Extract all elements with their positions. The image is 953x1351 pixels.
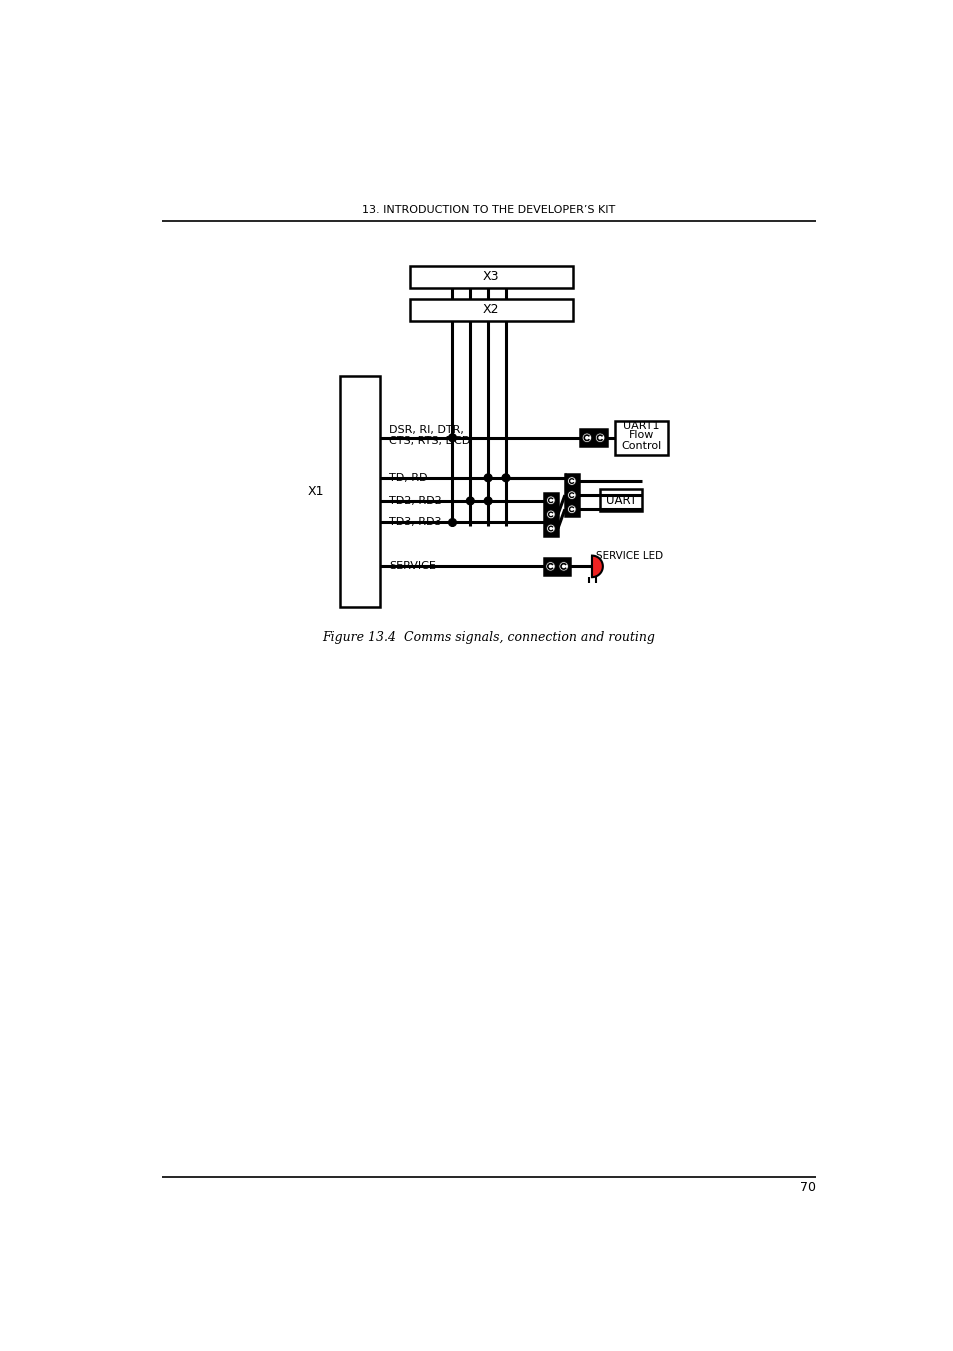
Circle shape	[559, 563, 567, 570]
Text: Flow: Flow	[628, 431, 654, 440]
Bar	[410, 299, 572, 320]
Circle shape	[501, 474, 509, 482]
Text: SERVICE: SERVICE	[389, 562, 436, 571]
Circle shape	[448, 519, 456, 527]
Circle shape	[547, 526, 554, 531]
Circle shape	[547, 497, 554, 504]
Text: TD2, RD2: TD2, RD2	[389, 496, 441, 505]
Circle shape	[583, 434, 590, 442]
Bar	[615, 422, 667, 455]
Bar	[340, 376, 380, 607]
Bar	[564, 474, 578, 516]
Text: Control: Control	[620, 442, 661, 451]
Circle shape	[547, 511, 554, 517]
Bar	[599, 489, 641, 511]
Text: TD3, RD3: TD3, RD3	[389, 517, 441, 527]
Text: Figure 13.4  Comms signals, connection and routing: Figure 13.4 Comms signals, connection an…	[322, 631, 655, 644]
Circle shape	[567, 505, 575, 513]
Circle shape	[546, 562, 555, 570]
Bar	[410, 266, 572, 288]
Text: 70: 70	[800, 1181, 815, 1194]
Circle shape	[567, 492, 575, 499]
Circle shape	[582, 434, 591, 442]
Text: UART: UART	[605, 493, 636, 507]
Text: SERVICE LED: SERVICE LED	[596, 551, 662, 561]
Circle shape	[568, 478, 575, 484]
Circle shape	[546, 511, 555, 519]
Circle shape	[596, 434, 603, 442]
Circle shape	[466, 497, 474, 505]
Text: UART1: UART1	[622, 422, 659, 431]
Circle shape	[484, 474, 492, 482]
Circle shape	[546, 496, 555, 504]
Text: 13. INTRODUCTION TO THE DEVELOPER’S KIT: 13. INTRODUCTION TO THE DEVELOPER’S KIT	[362, 205, 615, 215]
Text: DSR, RI, DTR,: DSR, RI, DTR,	[389, 426, 463, 435]
Circle shape	[568, 492, 575, 499]
Text: TD, RD: TD, RD	[389, 473, 427, 482]
Text: X3: X3	[482, 270, 499, 284]
Text: X2: X2	[482, 304, 499, 316]
Circle shape	[567, 477, 575, 485]
Circle shape	[448, 434, 456, 442]
Circle shape	[546, 563, 554, 570]
Circle shape	[558, 562, 567, 570]
Circle shape	[568, 507, 575, 512]
Circle shape	[596, 434, 604, 442]
Text: CTS, RTS, DCD: CTS, RTS, DCD	[389, 436, 470, 446]
Bar	[579, 430, 606, 446]
Circle shape	[546, 524, 555, 532]
Circle shape	[484, 497, 492, 505]
Bar	[543, 493, 558, 535]
Text: X1: X1	[308, 485, 324, 499]
Polygon shape	[592, 555, 602, 577]
Bar	[543, 558, 570, 574]
